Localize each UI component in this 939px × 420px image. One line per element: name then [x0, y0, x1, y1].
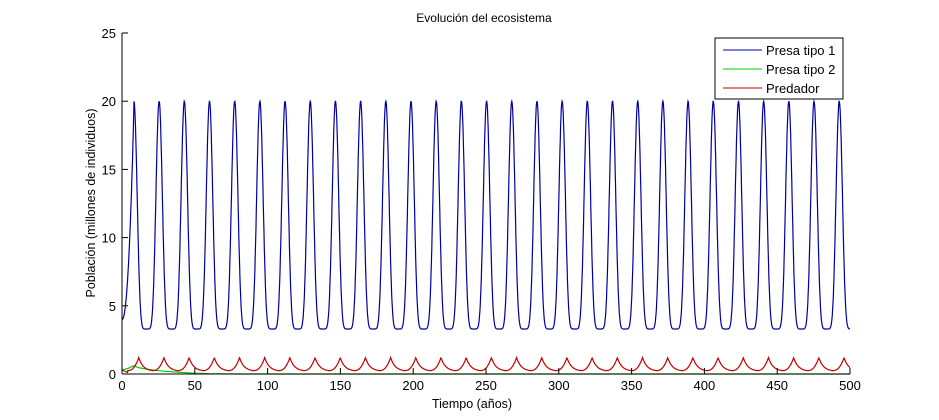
x-tick-label: 400 [694, 378, 716, 393]
legend-item-predador: Predador [723, 81, 820, 96]
legend: Presa tipo 1 Presa tipo 2 Predador [714, 37, 844, 100]
y-tick-label: 5 [109, 299, 116, 314]
legend-item-presa-tipo-1: Presa tipo 1 [723, 43, 835, 58]
legend-item-presa-tipo-2: Presa tipo 2 [723, 62, 835, 77]
x-tick-label: 350 [621, 378, 643, 393]
y-tick-label: 20 [102, 94, 116, 109]
x-tick-label: 150 [330, 378, 352, 393]
x-tick-label: 0 [118, 378, 125, 393]
y-tick-label: 10 [102, 231, 116, 246]
legend-label-presa-tipo-1: Presa tipo 1 [766, 43, 835, 58]
y-tick-label: 25 [102, 26, 116, 41]
x-tick-label: 50 [188, 378, 202, 393]
x-tick-label: 500 [839, 378, 861, 393]
y-tick-label: 15 [102, 162, 116, 177]
legend-label-predador: Predador [766, 81, 820, 96]
x-tick-label: 250 [475, 378, 497, 393]
y-tick-label: 0 [109, 367, 116, 382]
chart-title: Evolución del ecosistema [416, 11, 552, 25]
legend-label-presa-tipo-2: Presa tipo 2 [766, 62, 835, 77]
x-axis-label: Tiempo (años) [432, 397, 512, 411]
x-tick-label: 450 [766, 378, 788, 393]
y-axis-label: Población (millones de individuos) [84, 109, 98, 298]
series-line-presa-tipo-1 [121, 98, 851, 330]
x-axis-ticks: 0 50 100 150 200 250 300 350 400 450 500 [118, 368, 861, 393]
x-tick-label: 300 [548, 378, 570, 393]
y-axis-ticks: 0 5 10 15 20 25 [102, 26, 128, 382]
x-tick-label: 200 [402, 378, 424, 393]
plot-area: 0 5 10 15 20 25 0 50 100 150 200 250 300 350 400 450 50… [102, 26, 861, 393]
x-tick-label: 100 [257, 378, 279, 393]
